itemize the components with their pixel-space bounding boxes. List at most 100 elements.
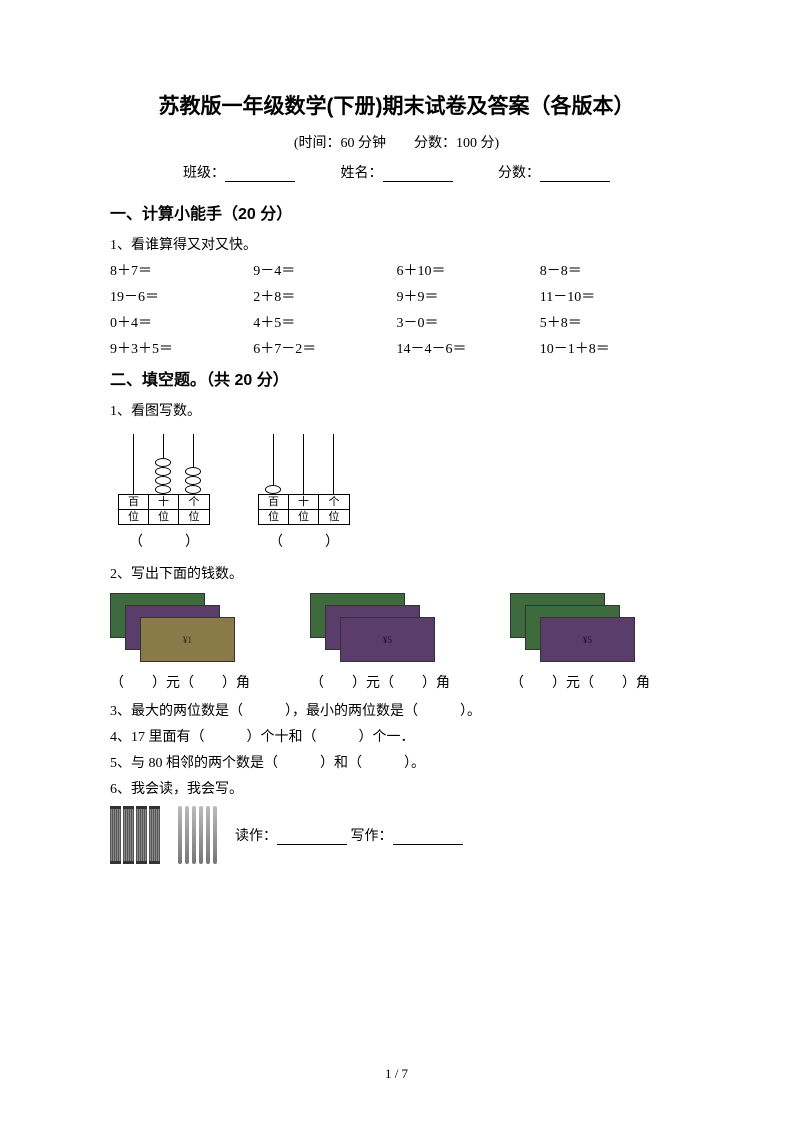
money-labels: （ ）元（ ）角 （ ）元（ ）角 （ ）元（ ）角 [110, 672, 683, 692]
rod-label: 十 [289, 495, 319, 509]
calc-cell: 2＋8＝ [253, 286, 396, 306]
page-footer: 1 / 7 [0, 1066, 793, 1082]
stick-bundle [149, 806, 160, 864]
rod-label: 百 [259, 495, 289, 509]
rod-label: 百 [119, 495, 149, 509]
calc-cell: 9＋3＋5＝ [110, 338, 253, 358]
abacus-rod [178, 434, 208, 494]
s2-q6: 6、我会读，我会写。 [110, 778, 683, 798]
money-answer[interactable]: （ ）元（ ）角 [510, 672, 660, 692]
read-write: 读作： 写作： [235, 825, 463, 845]
money-row: ¥2¥5¥1¥1¥5¥5¥2¥2¥5 [110, 593, 683, 668]
rod-label: 位 [119, 510, 149, 524]
calc-cell: 19－6＝ [110, 286, 253, 306]
money-answer[interactable]: （ ）元（ ）角 [310, 672, 460, 692]
stick [199, 806, 203, 864]
abacus: 百十个位位位（ ） [118, 434, 210, 551]
stick [206, 806, 210, 864]
calc-row: 19－6＝2＋8＝9＋9＝11－10＝ [110, 286, 683, 306]
calc-row: 8＋7＝9－4＝6＋10＝8－8＝ [110, 260, 683, 280]
class-label: 班级： [183, 166, 225, 181]
score-blank[interactable] [540, 166, 610, 182]
s2-q5: 5、与 80 相邻的两个数是（ ）和（ ）。 [110, 752, 683, 772]
abacus-bead [155, 458, 171, 467]
calc-cell: 9－4＝ [253, 260, 396, 280]
calc-cell: 14－4－6＝ [397, 338, 540, 358]
calc-cell: 10－1＋8＝ [540, 338, 683, 358]
bill: ¥1 [140, 617, 235, 662]
calc-cell: 0＋4＝ [110, 312, 253, 332]
calc-cell: 8－8＝ [540, 260, 683, 280]
s1-q1-label: 1、看谁算得又对又快。 [110, 234, 683, 254]
rod-label: 个 [319, 495, 349, 509]
rod-label: 位 [259, 510, 289, 524]
info-line: 班级： 姓名： 分数： [110, 162, 683, 182]
stick-bundle [136, 806, 147, 864]
abacus: 百十个位位位（ ） [258, 434, 350, 551]
score-label: 分数： [498, 166, 540, 181]
bill: ¥5 [340, 617, 435, 662]
rod-label: 位 [149, 510, 179, 524]
read-label: 读作： [235, 829, 277, 844]
abacus-bead [155, 485, 171, 494]
calc-cell: 8＋7＝ [110, 260, 253, 280]
rod-label: 位 [179, 510, 209, 524]
abacus-rod [318, 434, 348, 494]
s2-q3: 3、最大的两位数是（ ），最小的两位数是（ ）。 [110, 700, 683, 720]
stick-bundle [123, 806, 134, 864]
rod-label: 十 [149, 495, 179, 509]
bill: ¥5 [540, 617, 635, 662]
calc-cell: 6＋10＝ [397, 260, 540, 280]
write-blank[interactable] [393, 829, 463, 845]
stick-row: 读作： 写作： [110, 806, 683, 864]
money-group: ¥1¥5¥5 [310, 593, 460, 668]
s2-q2-label: 2、写出下面的钱数。 [110, 563, 683, 583]
abacus-rod [258, 434, 288, 494]
name-blank[interactable] [383, 166, 453, 182]
calc-table: 8＋7＝9－4＝6＋10＝8－8＝ 19－6＝2＋8＝9＋9＝11－10＝ 0＋4＝… [110, 260, 683, 358]
calc-cell: 11－10＝ [540, 286, 683, 306]
write-label: 写作： [351, 829, 393, 844]
stick-bundles [110, 806, 160, 864]
abacus-answer[interactable]: （ ） [258, 531, 350, 551]
abacus-rod [288, 434, 318, 494]
abacus-answer[interactable]: （ ） [118, 531, 210, 551]
money-answer[interactable]: （ ）元（ ）角 [110, 672, 260, 692]
calc-cell: 5＋8＝ [540, 312, 683, 332]
read-blank[interactable] [277, 829, 347, 845]
stick [185, 806, 189, 864]
page-title: 苏教版一年级数学(下册)期末试卷及答案（各版本） [110, 90, 683, 120]
calc-row: 0＋4＝4＋5＝3－0＝5＋8＝ [110, 312, 683, 332]
money-group: ¥2¥5¥1 [110, 593, 260, 668]
stick [178, 806, 182, 864]
rod-label: 个 [179, 495, 209, 509]
section2-head: 二、填空题。（共 20 分） [110, 366, 683, 390]
calc-row: 9＋3＋5＝6＋7－2＝14－4－6＝10－1＋8＝ [110, 338, 683, 358]
abacus-bead [265, 485, 281, 494]
abacus-bead [185, 485, 201, 494]
abacus-rod [118, 434, 148, 494]
s2-q4: 4、17 里面有（ ）个十和（ ）个一． [110, 726, 683, 746]
calc-cell: 3－0＝ [397, 312, 540, 332]
stick [192, 806, 196, 864]
calc-cell: 6＋7－2＝ [253, 338, 396, 358]
section1-head: 一、计算小能手（20 分） [110, 200, 683, 224]
stick-bundle [110, 806, 121, 864]
class-blank[interactable] [225, 166, 295, 182]
calc-cell: 9＋9＝ [397, 286, 540, 306]
abacus-bead [185, 476, 201, 485]
abacus-bead [155, 467, 171, 476]
subtitle: (时间：60 分钟 分数：100 分) [110, 132, 683, 152]
stick-loose [178, 806, 217, 864]
abacus-rod [148, 434, 178, 494]
abacus-bead [155, 476, 171, 485]
stick [213, 806, 217, 864]
s2-q1-label: 1、看图写数。 [110, 400, 683, 420]
calc-cell: 4＋5＝ [253, 312, 396, 332]
money-group: ¥2¥2¥5 [510, 593, 660, 668]
rod-label: 位 [319, 510, 349, 524]
rod-label: 位 [289, 510, 319, 524]
name-label: 姓名： [341, 166, 383, 181]
abacus-bead [185, 467, 201, 476]
abacus-row: 百十个位位位（ ）百十个位位位（ ） [110, 426, 683, 557]
